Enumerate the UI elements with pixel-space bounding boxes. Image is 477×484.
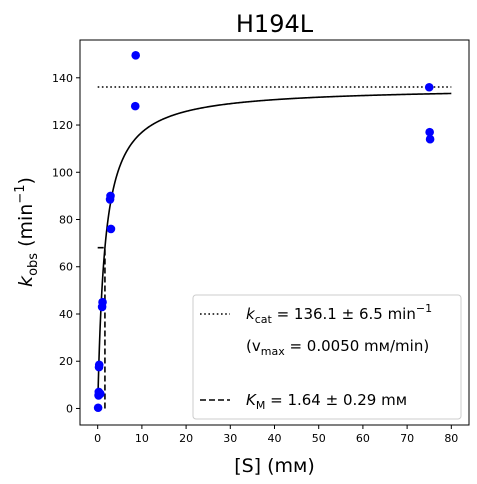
data-point xyxy=(93,403,103,413)
legend-entry-kcat: kcat = 136.1 ± 6.5 min−1 xyxy=(246,302,432,326)
y-axis: 0 20 40 60 80 100 120 140 xyxy=(52,72,80,415)
data-point xyxy=(425,127,434,137)
y-tick-label: 140 xyxy=(52,72,73,85)
y-tick-label: 0 xyxy=(66,402,73,415)
legend-kcat-pre: k xyxy=(246,305,256,323)
y-tick-label: 120 xyxy=(52,119,73,132)
legend: kcat = 136.1 ± 6.5 min−1 (vmax = 0.0050 … xyxy=(192,294,462,420)
data-point xyxy=(98,297,107,307)
legend-km-sub: M xyxy=(256,399,266,412)
x-tick-label: 60 xyxy=(356,432,370,445)
y-axis-label: kobs (min−1) xyxy=(13,177,41,287)
y-axis-label-sup: −1 xyxy=(13,184,28,203)
y-axis-label-sub: obs xyxy=(26,253,41,276)
x-tick-label: 20 xyxy=(179,432,193,445)
km-line xyxy=(97,246,106,409)
x-tick-label: 10 xyxy=(135,432,149,445)
data-point xyxy=(94,360,104,370)
x-tick-label: 0 xyxy=(94,432,101,445)
legend-entry-vmax: (vmax = 0.0050 mм/min) xyxy=(246,337,429,358)
legend-km-pre: K xyxy=(246,391,257,409)
data-point xyxy=(106,191,115,201)
y-tick-label: 20 xyxy=(59,355,73,368)
legend-entry-km: KM = 1.64 ± 0.29 mм xyxy=(246,391,407,412)
x-tick-label: 80 xyxy=(444,432,458,445)
chart-title: H194L xyxy=(236,10,314,38)
legend-box xyxy=(192,294,462,420)
legend-vmax-mid: = 0.0050 mм/min) xyxy=(285,337,429,355)
legend-km-mid: = 1.64 ± 0.29 mм xyxy=(265,391,407,409)
y-tick-label: 60 xyxy=(59,261,73,274)
fit-curve xyxy=(97,92,452,399)
data-point xyxy=(131,51,140,60)
data-point xyxy=(106,224,116,234)
plot-area xyxy=(93,51,452,413)
y-tick-label: 80 xyxy=(59,214,73,227)
x-tick-label: 70 xyxy=(400,432,414,445)
legend-kcat-mid: = 136.1 ± 6.5 min xyxy=(272,305,416,323)
data-point xyxy=(96,389,105,399)
data-point xyxy=(130,101,140,111)
y-tick-label: 40 xyxy=(59,308,73,321)
data-point xyxy=(424,82,434,92)
legend-vmax-sub: max xyxy=(261,345,285,358)
data-point xyxy=(425,134,435,144)
x-axis: 0 10 20 30 40 50 60 70 80 xyxy=(94,425,458,445)
x-tick-label: 30 xyxy=(223,432,237,445)
y-axis-label-base: k xyxy=(15,275,37,287)
legend-vmax-pre: (v xyxy=(246,337,261,355)
x-tick-label: 50 xyxy=(312,432,326,445)
x-tick-label: 40 xyxy=(268,432,282,445)
legend-kcat-sub: cat xyxy=(255,313,273,326)
x-axis-label: [S] (mм) xyxy=(234,455,315,477)
y-tick-label: 100 xyxy=(52,166,73,179)
y-axis-label-close: ) xyxy=(15,177,37,184)
y-axis-label-unit: (min xyxy=(15,204,37,253)
legend-kcat-sup: −1 xyxy=(416,302,432,315)
